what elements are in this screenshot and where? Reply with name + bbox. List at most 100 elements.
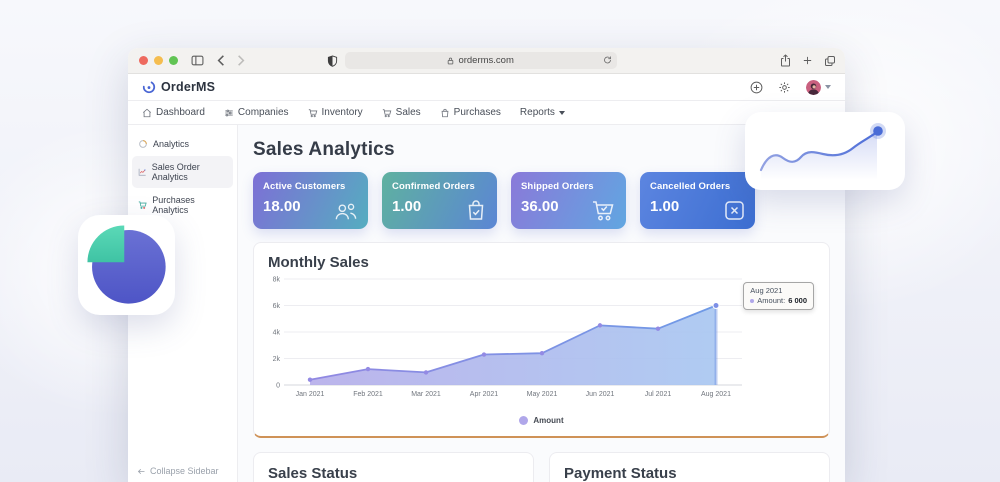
- minimize-window-icon[interactable]: [154, 56, 163, 65]
- home-icon: [142, 108, 152, 117]
- reload-icon[interactable]: [603, 55, 612, 65]
- decorative-trend-card: [745, 112, 905, 190]
- add-circle-icon[interactable]: [750, 81, 763, 94]
- users-icon: [335, 203, 357, 220]
- collapse-sidebar-button[interactable]: Collapse Sidebar: [137, 466, 219, 476]
- orderms-logo-icon: [142, 80, 156, 94]
- nav-label: Purchases: [453, 107, 501, 118]
- browser-window: orderms.com OrderMS: [128, 48, 845, 482]
- collapse-sidebar-label: Collapse Sidebar: [150, 466, 219, 476]
- close-window-icon[interactable]: [139, 56, 148, 65]
- back-icon[interactable]: [217, 55, 225, 66]
- legend-label: Amount: [533, 416, 564, 425]
- zoom-window-icon[interactable]: [169, 56, 178, 65]
- chart-tooltip: Aug 2021 Amount: 6 000: [743, 282, 814, 310]
- donut-chart-icon: [139, 140, 147, 148]
- stat-card-confirmed-orders[interactable]: Confirmed Orders 1.00: [382, 172, 497, 229]
- sidebar-item-label: Analytics: [153, 139, 190, 149]
- logo-text: OrderMS: [161, 80, 216, 94]
- legend-dot: [519, 416, 529, 425]
- sidebar-item-purchases-analytics[interactable]: Purchases Analytics: [132, 189, 233, 221]
- svg-text:Mar 2021: Mar 2021: [411, 391, 441, 398]
- svg-text:Apr 2021: Apr 2021: [470, 391, 499, 398]
- sidebar-item-analytics[interactable]: Analytics: [132, 133, 233, 155]
- nav-item-companies[interactable]: Companies: [224, 107, 289, 118]
- settings-gear-icon[interactable]: [778, 81, 791, 94]
- stat-label: Cancelled Orders: [650, 181, 731, 192]
- cart-check-icon: [593, 201, 614, 221]
- arrow-left-icon: [137, 468, 145, 474]
- sidebar-item-label: Purchases Analytics: [152, 195, 195, 215]
- bottom-cards-row: Sales Status Payment Status: [253, 452, 830, 482]
- decorative-pie-card: [78, 215, 175, 315]
- svg-text:2k: 2k: [273, 356, 281, 363]
- stat-value: 1.00: [392, 198, 422, 215]
- svg-text:Feb 2021: Feb 2021: [353, 391, 383, 398]
- chart-title: Monthly Sales: [268, 254, 369, 271]
- tooltip-series-label: Amount:: [757, 296, 786, 305]
- user-menu[interactable]: [806, 79, 831, 95]
- x-square-icon: [725, 201, 744, 220]
- nav-label: Companies: [237, 107, 289, 118]
- card-title: Payment Status: [564, 465, 677, 482]
- lock-icon: [447, 57, 454, 65]
- stat-card-shipped-orders[interactable]: Shipped Orders 36.00: [511, 172, 626, 229]
- stat-label: Active Customers: [263, 181, 346, 192]
- shield-icon[interactable]: [327, 54, 338, 67]
- stat-card-active-customers[interactable]: Active Customers 18.00: [253, 172, 368, 229]
- nav-item-dashboard[interactable]: Dashboard: [142, 107, 205, 118]
- stat-label: Confirmed Orders: [392, 181, 475, 192]
- sidebar-item-sales-order-analytics[interactable]: Sales Order Analytics: [132, 156, 233, 188]
- nav-item-reports[interactable]: Reports: [520, 107, 565, 118]
- sidebar-toggle-icon[interactable]: [191, 55, 204, 66]
- stat-label: Shipped Orders: [521, 181, 594, 192]
- stat-value: 18.00: [263, 198, 301, 215]
- svg-text:0: 0: [276, 383, 280, 390]
- sidebar: Analytics Sales Order Analytics Purchase…: [128, 125, 238, 482]
- bag-check-icon: [468, 200, 484, 220]
- cart-icon: [138, 201, 147, 209]
- svg-text:6k: 6k: [273, 303, 281, 310]
- traffic-lights: [139, 56, 178, 65]
- cart-icon: [382, 108, 391, 117]
- svg-text:Jul 2021: Jul 2021: [645, 391, 672, 398]
- line-chart-icon: [138, 168, 146, 176]
- sliders-icon: [225, 109, 233, 116]
- svg-text:Aug 2021: Aug 2021: [701, 391, 731, 398]
- caret-down-icon: [558, 110, 565, 115]
- nav-label: Dashboard: [156, 107, 205, 118]
- app-header: OrderMS: [128, 74, 845, 101]
- trend-line-icon: [759, 123, 886, 180]
- app-logo[interactable]: OrderMS: [142, 80, 215, 94]
- sales-status-card: Sales Status: [253, 452, 534, 482]
- monthly-sales-chart[interactable]: 0 2k 4k 6k 8k Jan 2021 Feb 2021 Mar 2021 Apr 202…: [268, 273, 815, 416]
- bag-icon: [441, 108, 449, 117]
- avatar: [806, 79, 821, 95]
- nav-label: Sales: [395, 107, 421, 118]
- address-bar[interactable]: orderms.com: [344, 52, 617, 69]
- main-content: Sales Analytics Active Customers 18.00 C…: [238, 125, 845, 482]
- stat-cards-row: Active Customers 18.00 Confirmed Orders …: [253, 172, 830, 229]
- forward-icon[interactable]: [237, 55, 245, 66]
- tooltip-title: Aug 2021: [750, 286, 783, 295]
- new-tab-icon[interactable]: [802, 55, 813, 66]
- chevron-down-icon: [825, 85, 831, 89]
- svg-text:Jun 2021: Jun 2021: [586, 391, 615, 398]
- svg-text:May 2021: May 2021: [527, 391, 558, 398]
- monthly-sales-card: Monthly Sales 0 2k 4k 6k 8k Jan 2021 Feb 2021 M…: [253, 242, 830, 438]
- stat-card-cancelled-orders[interactable]: Cancelled Orders 1.00: [640, 172, 755, 229]
- share-icon[interactable]: [780, 54, 791, 67]
- tabs-overview-icon[interactable]: [824, 55, 836, 67]
- payment-status-card: Payment Status: [549, 452, 830, 482]
- sidebar-item-label: Sales Order Analytics: [151, 162, 200, 182]
- nav-item-purchases[interactable]: Purchases: [440, 107, 501, 118]
- chart-legend[interactable]: Amount: [268, 416, 815, 425]
- nav-item-sales[interactable]: Sales: [382, 107, 421, 118]
- nav-item-inventory[interactable]: Inventory: [308, 107, 363, 118]
- svg-text:4k: 4k: [273, 330, 281, 337]
- tooltip-series-dot: [750, 298, 755, 303]
- card-title: Sales Status: [268, 465, 358, 482]
- main-nav: Dashboard Companies Inventory Sales Purc…: [128, 101, 845, 125]
- pie-chart-icon: [86, 225, 166, 304]
- stat-value: 1.00: [650, 198, 680, 215]
